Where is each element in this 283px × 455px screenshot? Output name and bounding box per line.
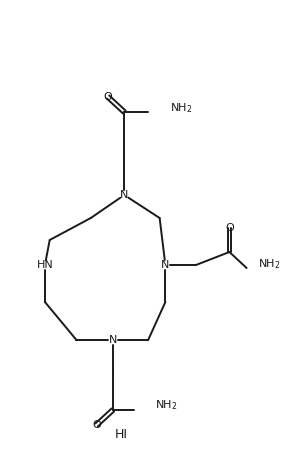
Text: O: O — [225, 223, 234, 233]
Text: NH$_2$: NH$_2$ — [170, 101, 193, 115]
Text: O: O — [104, 92, 112, 102]
Text: NH$_2$: NH$_2$ — [258, 257, 281, 271]
Text: N: N — [161, 260, 170, 270]
Text: N: N — [120, 190, 128, 200]
Text: HN: HN — [37, 260, 53, 270]
Text: NH$_2$: NH$_2$ — [155, 398, 177, 412]
Text: N: N — [109, 335, 117, 345]
Text: O: O — [92, 420, 101, 430]
Text: HI: HI — [115, 429, 128, 441]
